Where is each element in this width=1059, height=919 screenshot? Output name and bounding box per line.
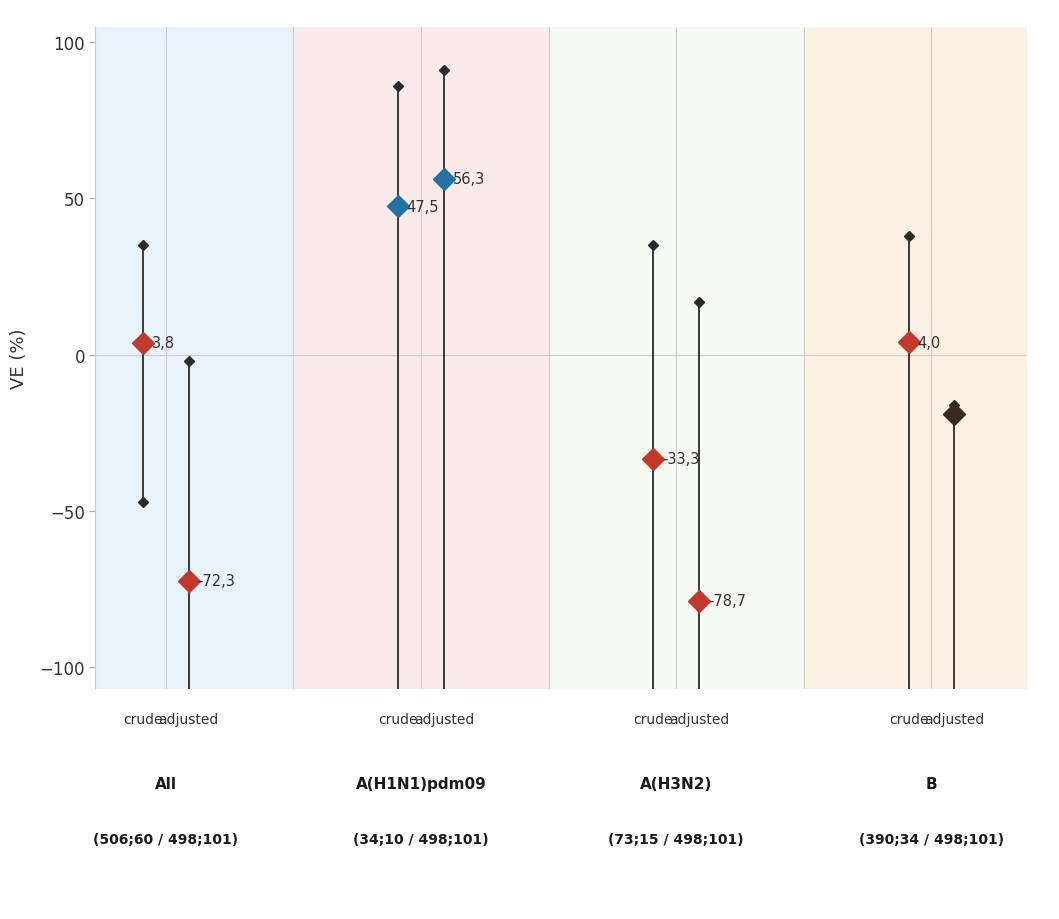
Bar: [804, 28, 1027, 689]
Bar: [95, 28, 293, 689]
Text: adjusted: adjusted: [925, 712, 985, 726]
Text: crude: crude: [378, 712, 417, 726]
Y-axis label: VE (%): VE (%): [11, 328, 29, 389]
Text: adjusted: adjusted: [159, 712, 218, 726]
Text: (390;34 / 498;101): (390;34 / 498;101): [859, 832, 1004, 845]
Text: (34;10 / 498;101): (34;10 / 498;101): [353, 832, 488, 845]
Text: crude: crude: [633, 712, 672, 726]
Text: -78,7: -78,7: [708, 594, 747, 608]
Text: All: All: [155, 777, 177, 791]
Text: 3,8: 3,8: [151, 336, 175, 351]
Text: adjusted: adjusted: [414, 712, 474, 726]
Text: B: B: [926, 777, 937, 791]
Bar: [293, 28, 549, 689]
Text: crude: crude: [123, 712, 162, 726]
Text: -33,3: -33,3: [662, 452, 700, 467]
Text: (506;60 / 498;101): (506;60 / 498;101): [93, 832, 238, 845]
Text: crude: crude: [889, 712, 929, 726]
Text: adjusted: adjusted: [669, 712, 730, 726]
Text: A(H1N1)pdm09: A(H1N1)pdm09: [356, 777, 486, 791]
Text: 47,5: 47,5: [407, 199, 439, 214]
Text: A(H3N2): A(H3N2): [640, 777, 713, 791]
Text: 4,0: 4,0: [917, 335, 940, 350]
Text: (73;15 / 498;101): (73;15 / 498;101): [608, 832, 744, 845]
Bar: [549, 28, 804, 689]
Text: -72,3: -72,3: [197, 573, 235, 588]
Text: 56,3: 56,3: [453, 172, 485, 187]
